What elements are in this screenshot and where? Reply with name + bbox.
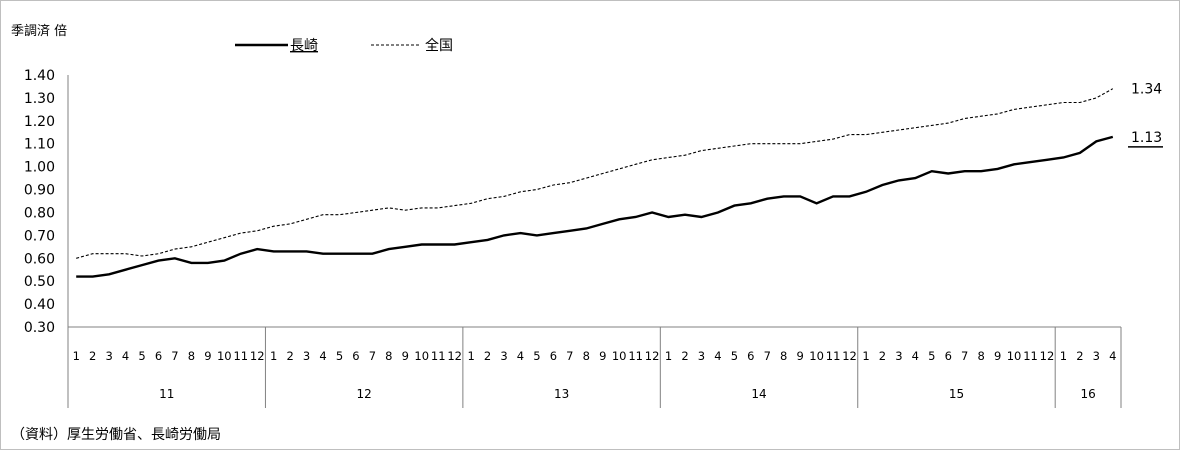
x-month-label: 8 <box>385 349 392 363</box>
x-month-label: 7 <box>369 349 376 363</box>
y-tick-label: 0.30 <box>24 320 55 336</box>
y-tick-label: 1.10 <box>24 137 55 153</box>
x-month-label: 12 <box>447 349 462 363</box>
x-month-label: 7 <box>171 349 178 363</box>
x-month-label: 9 <box>797 349 804 363</box>
x-month-label: 3 <box>1093 349 1100 363</box>
x-year-label: 15 <box>949 387 964 401</box>
legend-label-national: 全国 <box>425 37 453 54</box>
x-month-label: 7 <box>566 349 573 363</box>
x-month-label: 4 <box>319 349 326 363</box>
x-month-label: 12 <box>645 349 660 363</box>
x-month-label: 6 <box>550 349 557 363</box>
x-month-label: 6 <box>352 349 359 363</box>
x-month-label: 3 <box>895 349 902 363</box>
x-month-label: 4 <box>714 349 721 363</box>
x-month-label: 11 <box>826 349 841 363</box>
x-month-label: 6 <box>155 349 162 363</box>
series-end-label: 1.34 <box>1131 82 1162 98</box>
x-year-label: 13 <box>554 387 569 401</box>
x-month-label: 12 <box>250 349 265 363</box>
source-note: （資料）厚生労働省、長崎労働局 <box>11 427 221 443</box>
x-month-label: 9 <box>994 349 1001 363</box>
y-tick-label: 0.40 <box>24 297 55 313</box>
series-end-label: 1.13 <box>1131 130 1162 146</box>
x-month-label: 8 <box>583 349 590 363</box>
x-month-label: 9 <box>204 349 211 363</box>
x-month-label: 6 <box>945 349 952 363</box>
y-tick-label: 0.90 <box>24 183 55 199</box>
x-month-label: 2 <box>681 349 688 363</box>
x-year-label: 16 <box>1080 387 1095 401</box>
x-month-label: 12 <box>842 349 857 363</box>
y-tick-label: 1.40 <box>24 68 55 84</box>
x-month-label: 2 <box>879 349 886 363</box>
x-month-label: 2 <box>286 349 293 363</box>
x-month-label: 7 <box>764 349 771 363</box>
x-month-label: 3 <box>500 349 507 363</box>
x-month-label: 10 <box>809 349 824 363</box>
x-month-label: 1 <box>1060 349 1067 363</box>
x-month-label: 5 <box>336 349 343 363</box>
y-tick-label: 0.70 <box>24 228 55 244</box>
x-month-label: 11 <box>1023 349 1038 363</box>
x-year-label: 14 <box>751 387 766 401</box>
x-month-label: 9 <box>599 349 606 363</box>
y-tick-label: 0.80 <box>24 205 55 221</box>
x-month-label: 12 <box>1040 349 1055 363</box>
x-month-label: 11 <box>233 349 248 363</box>
x-month-label: 3 <box>105 349 112 363</box>
x-month-label: 5 <box>731 349 738 363</box>
y-tick-label: 1.00 <box>24 160 55 176</box>
x-month-label: 11 <box>628 349 643 363</box>
x-month-label: 5 <box>138 349 145 363</box>
series-line-national <box>76 88 1114 259</box>
x-month-label: 2 <box>1076 349 1083 363</box>
x-month-label: 4 <box>912 349 919 363</box>
x-month-label: 8 <box>188 349 195 363</box>
y-tick-label: 1.20 <box>24 114 55 130</box>
y-tick-label: 0.60 <box>24 251 55 267</box>
x-month-label: 1 <box>73 349 80 363</box>
x-month-label: 5 <box>928 349 935 363</box>
x-month-label: 3 <box>698 349 705 363</box>
x-month-label: 4 <box>1109 349 1116 363</box>
x-month-label: 2 <box>484 349 491 363</box>
x-month-label: 1 <box>270 349 277 363</box>
x-month-label: 6 <box>747 349 754 363</box>
legend-label-nagasaki: 長崎 <box>290 38 318 54</box>
x-month-label: 10 <box>612 349 627 363</box>
x-month-label: 7 <box>961 349 968 363</box>
x-month-label: 1 <box>862 349 869 363</box>
series-line-nagasaki <box>76 135 1114 278</box>
x-year-label: 11 <box>159 387 174 401</box>
x-month-label: 8 <box>780 349 787 363</box>
x-month-label: 4 <box>517 349 524 363</box>
x-month-label: 1 <box>467 349 474 363</box>
x-month-label: 11 <box>431 349 446 363</box>
x-month-label: 1 <box>665 349 672 363</box>
x-month-label: 2 <box>89 349 96 363</box>
x-month-label: 9 <box>402 349 409 363</box>
x-month-label: 10 <box>414 349 429 363</box>
x-month-label: 10 <box>1007 349 1022 363</box>
x-month-label: 3 <box>303 349 310 363</box>
x-month-label: 10 <box>217 349 232 363</box>
y-axis-label: 季調済 倍 <box>11 23 67 39</box>
x-month-label: 4 <box>122 349 129 363</box>
x-year-label: 12 <box>357 387 372 401</box>
y-tick-label: 1.30 <box>24 91 55 107</box>
x-month-label: 8 <box>977 349 984 363</box>
y-tick-label: 0.50 <box>24 274 55 290</box>
x-month-label: 5 <box>533 349 540 363</box>
